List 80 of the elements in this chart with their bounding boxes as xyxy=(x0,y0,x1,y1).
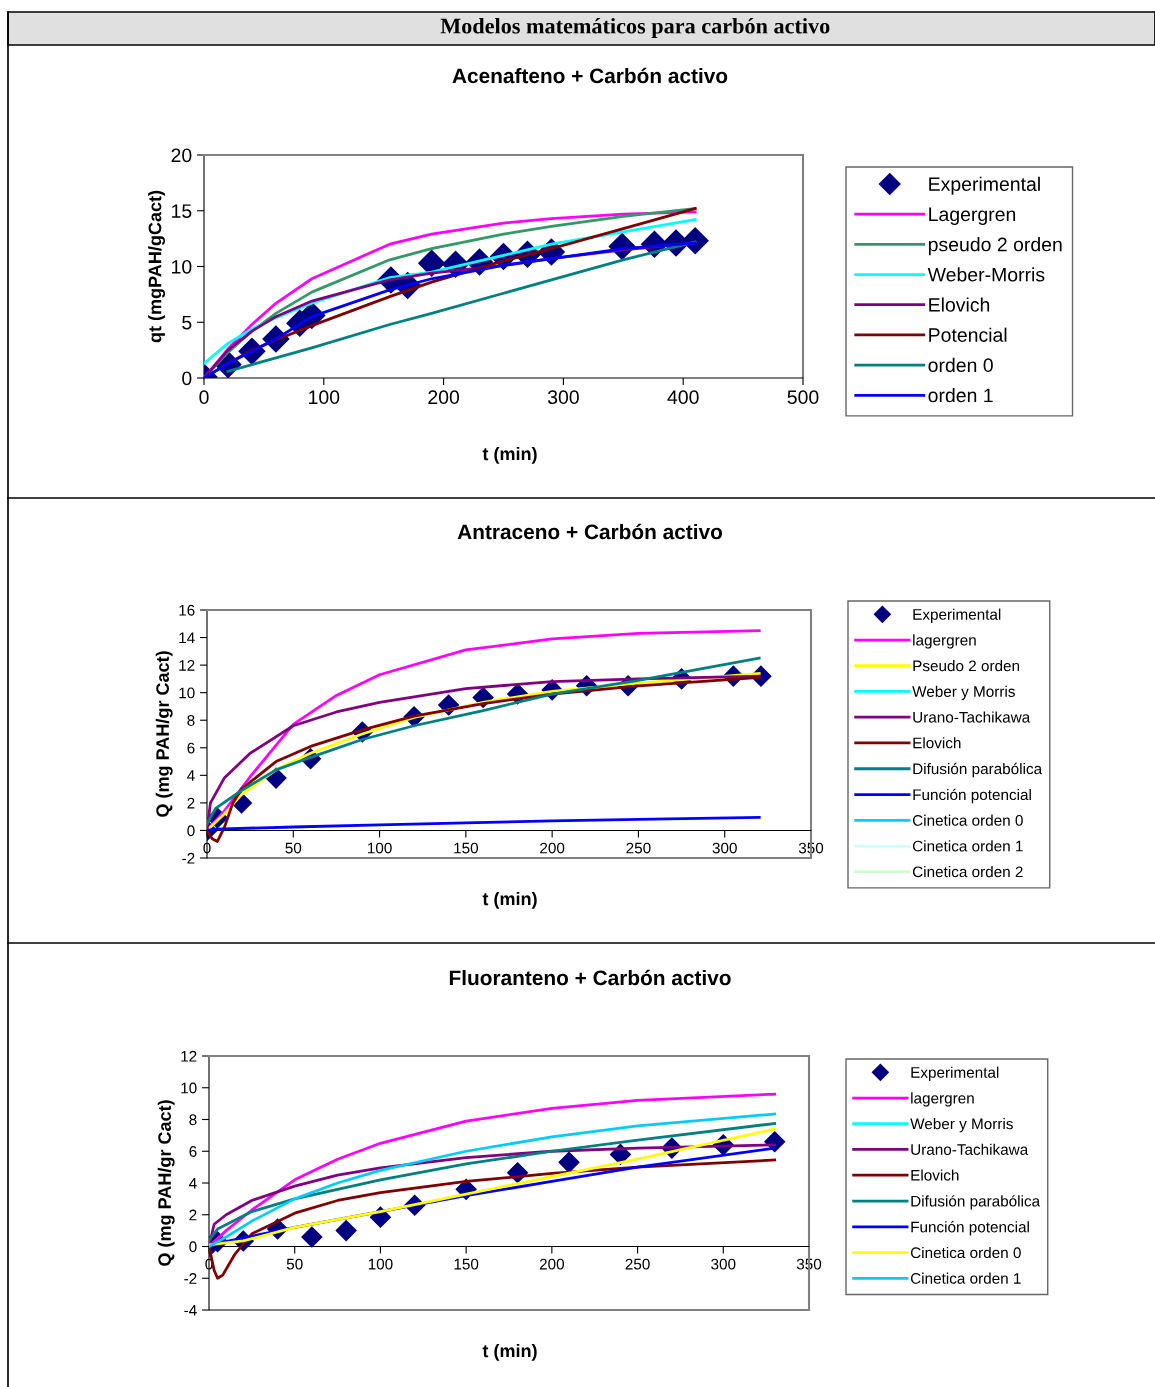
legend-label: Difusión parabólica xyxy=(913,762,1043,778)
y-tick-label: -4 xyxy=(184,1305,197,1316)
y-tick-label: 8 xyxy=(189,1114,197,1126)
chart-title: Fluoranteno + Carbón activo xyxy=(449,969,731,986)
chart-title: Antraceno + Carbón activo xyxy=(457,523,723,540)
legend-label: pseudo 2 orden xyxy=(928,237,1062,256)
chart-title: Acenafteno + Carbón activo xyxy=(452,67,728,84)
x-axis-title: t (min) xyxy=(482,447,537,464)
x-tick-label: 500 xyxy=(787,390,819,405)
y-axis-title: Q (mg PAH/gr Cact) xyxy=(155,651,173,817)
legend-label: Cinetica orden 1 xyxy=(910,1272,1021,1284)
x-tick-label: 150 xyxy=(454,1258,479,1270)
legend-label: Urano-Tachikawa xyxy=(913,711,1031,723)
y-tick-label: 0 xyxy=(189,1241,197,1253)
y-tick-label: 4 xyxy=(187,770,195,781)
legend-label: orden 1 xyxy=(928,387,993,403)
legend-label: Potencial xyxy=(929,327,1007,342)
legend-label: Elovich xyxy=(913,737,961,749)
y-axis-title: Q (mg PAH/gr Cact) xyxy=(157,1100,175,1266)
x-tick-label: 300 xyxy=(712,842,737,854)
legend-label: Cinetica orden 1 xyxy=(912,840,1023,852)
y-tick-label: 0 xyxy=(187,825,195,837)
x-tick-label: 300 xyxy=(547,390,579,405)
y-tick-label: 14 xyxy=(179,632,195,644)
legend-label: Elovich xyxy=(911,1169,959,1181)
x-tick-label: 300 xyxy=(711,1258,736,1270)
x-tick-label: 50 xyxy=(286,1258,303,1270)
x-tick-label: 100 xyxy=(368,1258,393,1270)
x-axis-title: t (min) xyxy=(482,1344,537,1361)
x-tick-label: 50 xyxy=(285,842,302,854)
y-tick-label: 6 xyxy=(189,1146,197,1157)
y-tick-label: 12 xyxy=(179,659,195,671)
y-tick-label: 10 xyxy=(181,1082,197,1094)
y-tick-label: 12 xyxy=(181,1050,197,1062)
y-tick-label: 10 xyxy=(179,687,195,699)
x-tick-label: 100 xyxy=(367,842,392,854)
y-tick-label: 2 xyxy=(189,1209,197,1221)
legend-label: Experimental xyxy=(913,608,1001,623)
x-tick-label: 200 xyxy=(540,842,565,854)
y-tick-label: 10 xyxy=(172,259,192,274)
y-tick-label: 8 xyxy=(187,715,195,726)
x-tick-label: 250 xyxy=(625,1258,650,1270)
legend-label: Difusión parabólica xyxy=(911,1195,1041,1210)
legend-label: Función potencial xyxy=(911,1221,1029,1236)
legend-label: Cinetica orden 0 xyxy=(912,814,1023,826)
y-tick-label: 20 xyxy=(171,148,192,163)
y-tick-label: 2 xyxy=(187,797,195,809)
y-tick-label: -2 xyxy=(184,1273,197,1284)
legend-label: Cinetica orden 2 xyxy=(912,866,1023,878)
legend-label: Weber-Morris xyxy=(927,267,1045,282)
legend-label: Elovich xyxy=(929,297,990,312)
y-tick-label: -2 xyxy=(182,852,195,864)
x-tick-label: 0 xyxy=(199,390,209,405)
y-tick-label: 6 xyxy=(187,742,195,754)
y-tick-label: 16 xyxy=(179,604,195,616)
text: Modelos matemáticos para carbón activo xyxy=(440,17,830,39)
legend-label: Weber y Morris xyxy=(912,685,1015,700)
legend-label: Experimental xyxy=(911,1066,999,1081)
legend-label: Función potencial xyxy=(913,788,1031,804)
x-axis-title: t (min) xyxy=(482,892,537,909)
legend-label: Pseudo 2 orden xyxy=(913,660,1020,672)
legend-label: lagergren xyxy=(913,634,976,649)
x-tick-label: 250 xyxy=(626,842,651,854)
legend-label: Weber y Morris xyxy=(910,1118,1013,1133)
x-tick-label: 200 xyxy=(428,390,460,405)
legend-label: Cinetica orden 0 xyxy=(910,1246,1021,1259)
y-tick-label: 0 xyxy=(182,371,192,386)
x-tick-label: 150 xyxy=(454,842,479,854)
x-tick-label: 400 xyxy=(667,390,699,405)
legend-label: lagergren xyxy=(911,1092,974,1107)
x-tick-label: 100 xyxy=(309,390,340,405)
x-tick-label: 200 xyxy=(539,1258,565,1270)
legend-label: Lagergren xyxy=(929,207,1016,226)
y-tick-label: 4 xyxy=(189,1178,197,1189)
y-tick-label: 5 xyxy=(182,315,192,330)
y-axis-title: qt (mgPAH/gCact) xyxy=(148,190,166,343)
y-tick-label: 15 xyxy=(172,204,192,218)
legend-label: Experimental xyxy=(929,176,1040,195)
legend-label: Urano-Tachikawa xyxy=(911,1143,1029,1155)
legend-label: orden 0 xyxy=(928,357,993,373)
